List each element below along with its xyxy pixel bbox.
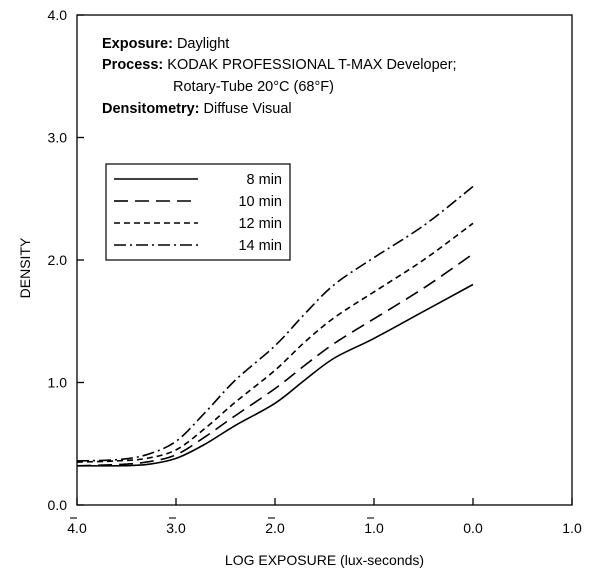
x-tick-label: 1.0 [562,520,582,536]
info-key: Exposure: [102,36,177,52]
x-tick-label: 3.0 [166,520,186,536]
x-axis-label: LOG EXPOSURE (lux-seconds) [225,552,424,568]
info-value: Diffuse Visual [204,101,292,117]
legend-box [105,163,291,261]
info-key: Process: [102,57,167,73]
y-tick-label: 0.0 [48,497,68,513]
y-tick-label: 2.0 [48,252,68,268]
info-line: Exposure: Daylight [102,36,229,52]
info-value: Rotary-Tube 20°C (68°F) [173,79,334,95]
axis-ticks: 4.0 3.0 2.0 1.0 0.0 1.0 0.0 1.0 2.0 3.0 4.0 [48,7,582,536]
x-tick-label: 4.0 [67,520,87,536]
info-value: KODAK PROFESSIONAL T-MAX Developer; [167,57,456,73]
legend: 8 min 10 min 12 min 14 min [105,163,291,261]
series-line-1 [76,283,474,467]
legend-label: 10 min [238,194,282,210]
info-line: Rotary-Tube 20°C (68°F) [173,79,334,95]
series-curves [76,185,474,467]
y-tick-label: 1.0 [48,375,68,391]
y-axis-label: DENSITY [17,237,33,298]
legend-label: 8 min [247,172,282,188]
info-line: Process: KODAK PROFESSIONAL T-MAX Develo… [102,57,457,73]
info-line: Densitometry: Diffuse Visual [102,101,292,117]
info-block: Exposure: Daylight Process: KODAK PROFESS… [102,36,457,117]
series-line-4 [76,185,474,462]
y-tick-label: 3.0 [48,130,68,146]
series-line-2 [76,253,474,467]
y-tick-label: 4.0 [48,7,68,23]
x-tick-label: 1.0 [364,520,384,536]
info-key: Densitometry: [102,101,204,117]
x-tick-label: 2.0 [265,520,285,536]
series-line-3 [76,222,474,463]
legend-label: 12 min [238,216,282,232]
info-value: Daylight [177,36,229,52]
x-tick-label: 0.0 [463,520,483,536]
legend-label: 14 min [238,238,282,254]
